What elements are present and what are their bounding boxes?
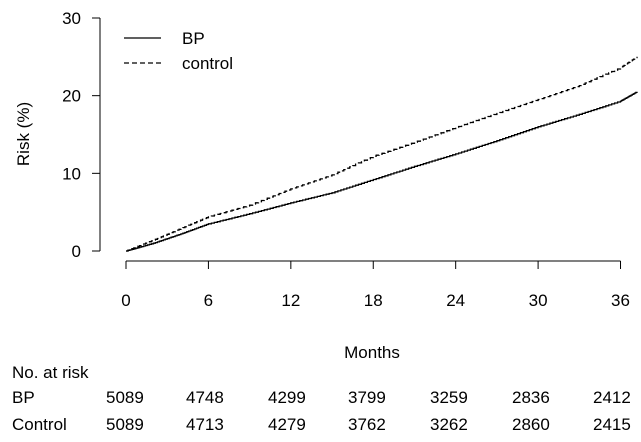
- series-layer: [126, 56, 638, 252]
- y-tick-label: 30: [62, 9, 81, 28]
- series-line-control: [126, 56, 638, 252]
- risk-cell: 2412: [593, 388, 631, 407]
- risk-cell: 4279: [268, 415, 306, 434]
- x-tick-label: 18: [364, 291, 383, 310]
- y-axis-label: Risk (%): [14, 102, 33, 166]
- risk-row-label: Control: [12, 415, 67, 434]
- risk-cell: 5089: [106, 388, 144, 407]
- risk-cell: 3262: [430, 415, 468, 434]
- risk-cell: 4299: [268, 388, 306, 407]
- risk-cell: 3259: [430, 388, 468, 407]
- risk-cell: 3799: [348, 388, 386, 407]
- x-tick-label: 30: [529, 291, 548, 310]
- risk-cell: 2860: [512, 415, 550, 434]
- risk-row-control: Control 5089 4713 4279 3762 3262 2860 24…: [0, 414, 641, 436]
- risk-table-title: No. at risk: [12, 363, 89, 382]
- x-tick-label: 0: [121, 291, 130, 310]
- legend: BP control: [124, 29, 233, 73]
- risk-cell: 3762: [348, 415, 386, 434]
- legend-label: control: [182, 54, 233, 73]
- y-tick-label: 0: [72, 242, 81, 261]
- x-tick-label: 36: [611, 291, 630, 310]
- x-axis: 0 6 12 18 24 30 36: [121, 260, 630, 310]
- y-tick-label: 20: [62, 87, 81, 106]
- x-tick-label: 12: [281, 291, 300, 310]
- x-tick-label: 6: [204, 291, 213, 310]
- km-risk-chart: 0 10 20 30 0 6 12 18 24 30 36 BP control Months Ri…: [14, 9, 638, 362]
- risk-row-bp: BP 5089 4748 4299 3799 3259 2836 2412: [0, 387, 641, 409]
- series-line-bp: [126, 91, 638, 252]
- y-axis: 0 10 20 30: [62, 9, 101, 261]
- risk-row-label: BP: [12, 388, 35, 407]
- x-axis-label: Months: [344, 343, 400, 362]
- risk-cell: 2836: [512, 388, 550, 407]
- y-tick-label: 10: [62, 164, 81, 183]
- risk-cell: 4748: [186, 388, 224, 407]
- risk-cell: 5089: [106, 415, 144, 434]
- risk-cell: 2415: [593, 415, 631, 434]
- x-tick-label: 24: [446, 291, 465, 310]
- risk-cell: 4713: [186, 415, 224, 434]
- legend-label: BP: [182, 29, 205, 48]
